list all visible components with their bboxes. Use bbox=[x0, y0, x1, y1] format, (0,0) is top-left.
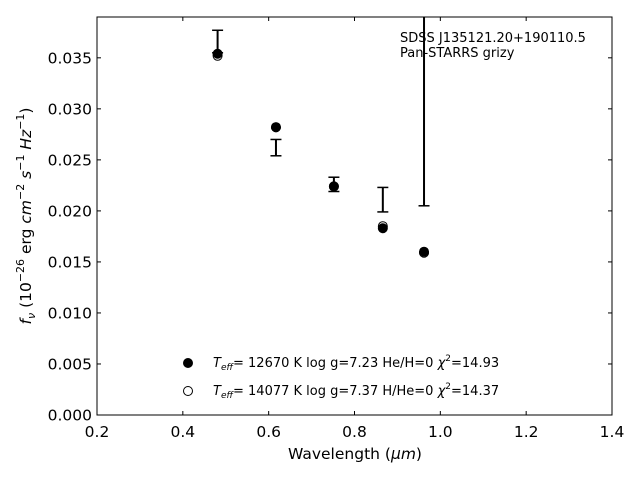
legend-1-t-sub: eff bbox=[221, 363, 235, 373]
x-axis-label-close: ) bbox=[416, 445, 422, 463]
annotation-object-name: SDSS J135121.20+190110.5 bbox=[400, 31, 586, 46]
legend-2-chi: χ bbox=[437, 384, 447, 399]
legend-1-chi: χ bbox=[437, 356, 447, 371]
model-point-open bbox=[328, 181, 339, 192]
y-tick-label: 0.025 bbox=[48, 151, 92, 169]
legend-marker-filled bbox=[183, 358, 193, 368]
y-tick-label: 0.000 bbox=[48, 407, 92, 425]
x-tick-label: 1.0 bbox=[428, 423, 453, 441]
x-axis-ticks: 0.2 0.4 0.6 0.8 1.0 1.2 1.4 bbox=[85, 17, 625, 441]
model-point-open bbox=[270, 122, 281, 133]
y-label-close: ) bbox=[17, 108, 35, 114]
y-label-units-b: erg bbox=[17, 224, 35, 259]
data-layer bbox=[212, 17, 430, 258]
legend-entry-1: Teff= 12670 K log g=7.23 He/H=0 χ2=14.93 bbox=[213, 354, 499, 373]
legend-marker-open bbox=[183, 386, 193, 396]
y-label-units-a: (10 bbox=[17, 282, 35, 313]
y-tick-label: 0.020 bbox=[48, 202, 92, 220]
y-tick-label: 0.030 bbox=[48, 100, 92, 118]
model-point-open bbox=[419, 247, 430, 258]
x-tick-label: 0.4 bbox=[171, 423, 196, 441]
x-axis-label-unit: μm bbox=[390, 445, 416, 463]
legend-2-text-a: = 14077 K log g=7.37 H/He=0 bbox=[233, 384, 438, 399]
legend-entry-2: Teff= 14077 K log g=7.37 H/He=0 χ2=14.37 bbox=[213, 382, 499, 401]
y-tick-label: 0.015 bbox=[48, 253, 92, 271]
y-axis-ticks: 0.000 0.005 0.010 0.015 0.020 0.025 0.030 0.035 bbox=[48, 49, 612, 425]
legend-2-t: T bbox=[213, 384, 222, 399]
model-point-open bbox=[212, 50, 223, 61]
x-tick-label: 0.6 bbox=[256, 423, 281, 441]
annotation-survey: Pan-STARRS grizy bbox=[400, 46, 515, 61]
x-tick-label: 0.2 bbox=[85, 423, 110, 441]
y-tick-label: 0.035 bbox=[48, 49, 92, 67]
y-label-exp-cm: −2 bbox=[14, 184, 27, 200]
legend-1-text-b: =14.93 bbox=[451, 356, 499, 371]
legend-1-t: T bbox=[213, 356, 222, 371]
y-label-exp-s: −1 bbox=[14, 155, 27, 171]
y-label-exp-a: −26 bbox=[14, 259, 27, 282]
y-label-hz: Hz bbox=[17, 129, 35, 155]
legend: Teff= 12670 K log g=7.23 He/H=0 χ2=14.93… bbox=[183, 354, 499, 401]
legend-2-chi-sup: 2 bbox=[445, 382, 451, 392]
x-axis-label: Wavelength (μm) bbox=[288, 445, 422, 463]
y-label-s: s bbox=[17, 171, 35, 184]
model-point-open bbox=[377, 221, 388, 232]
y-label-exp-hz: −1 bbox=[14, 114, 27, 130]
y-tick-label: 0.005 bbox=[48, 355, 92, 373]
y-axis-label: fν (10−26 erg cm−2 s−1 Hz−1) bbox=[14, 108, 38, 325]
legend-1-chi-sup: 2 bbox=[445, 354, 451, 364]
x-tick-label: 1.4 bbox=[600, 423, 625, 441]
x-tick-label: 0.8 bbox=[342, 423, 367, 441]
legend-2-text-b: =14.37 bbox=[451, 384, 499, 399]
legend-2-t-sub: eff bbox=[221, 391, 235, 401]
y-label-cm: cm bbox=[17, 200, 35, 224]
x-tick-label: 1.2 bbox=[514, 423, 539, 441]
x-axis-label-text: Wavelength ( bbox=[288, 445, 391, 463]
y-tick-label: 0.010 bbox=[48, 304, 92, 322]
y-label-nu: ν bbox=[25, 313, 38, 319]
y-label-f: f bbox=[17, 316, 35, 324]
legend-1-text-a: = 12670 K log g=7.23 He/H=0 bbox=[233, 356, 438, 371]
